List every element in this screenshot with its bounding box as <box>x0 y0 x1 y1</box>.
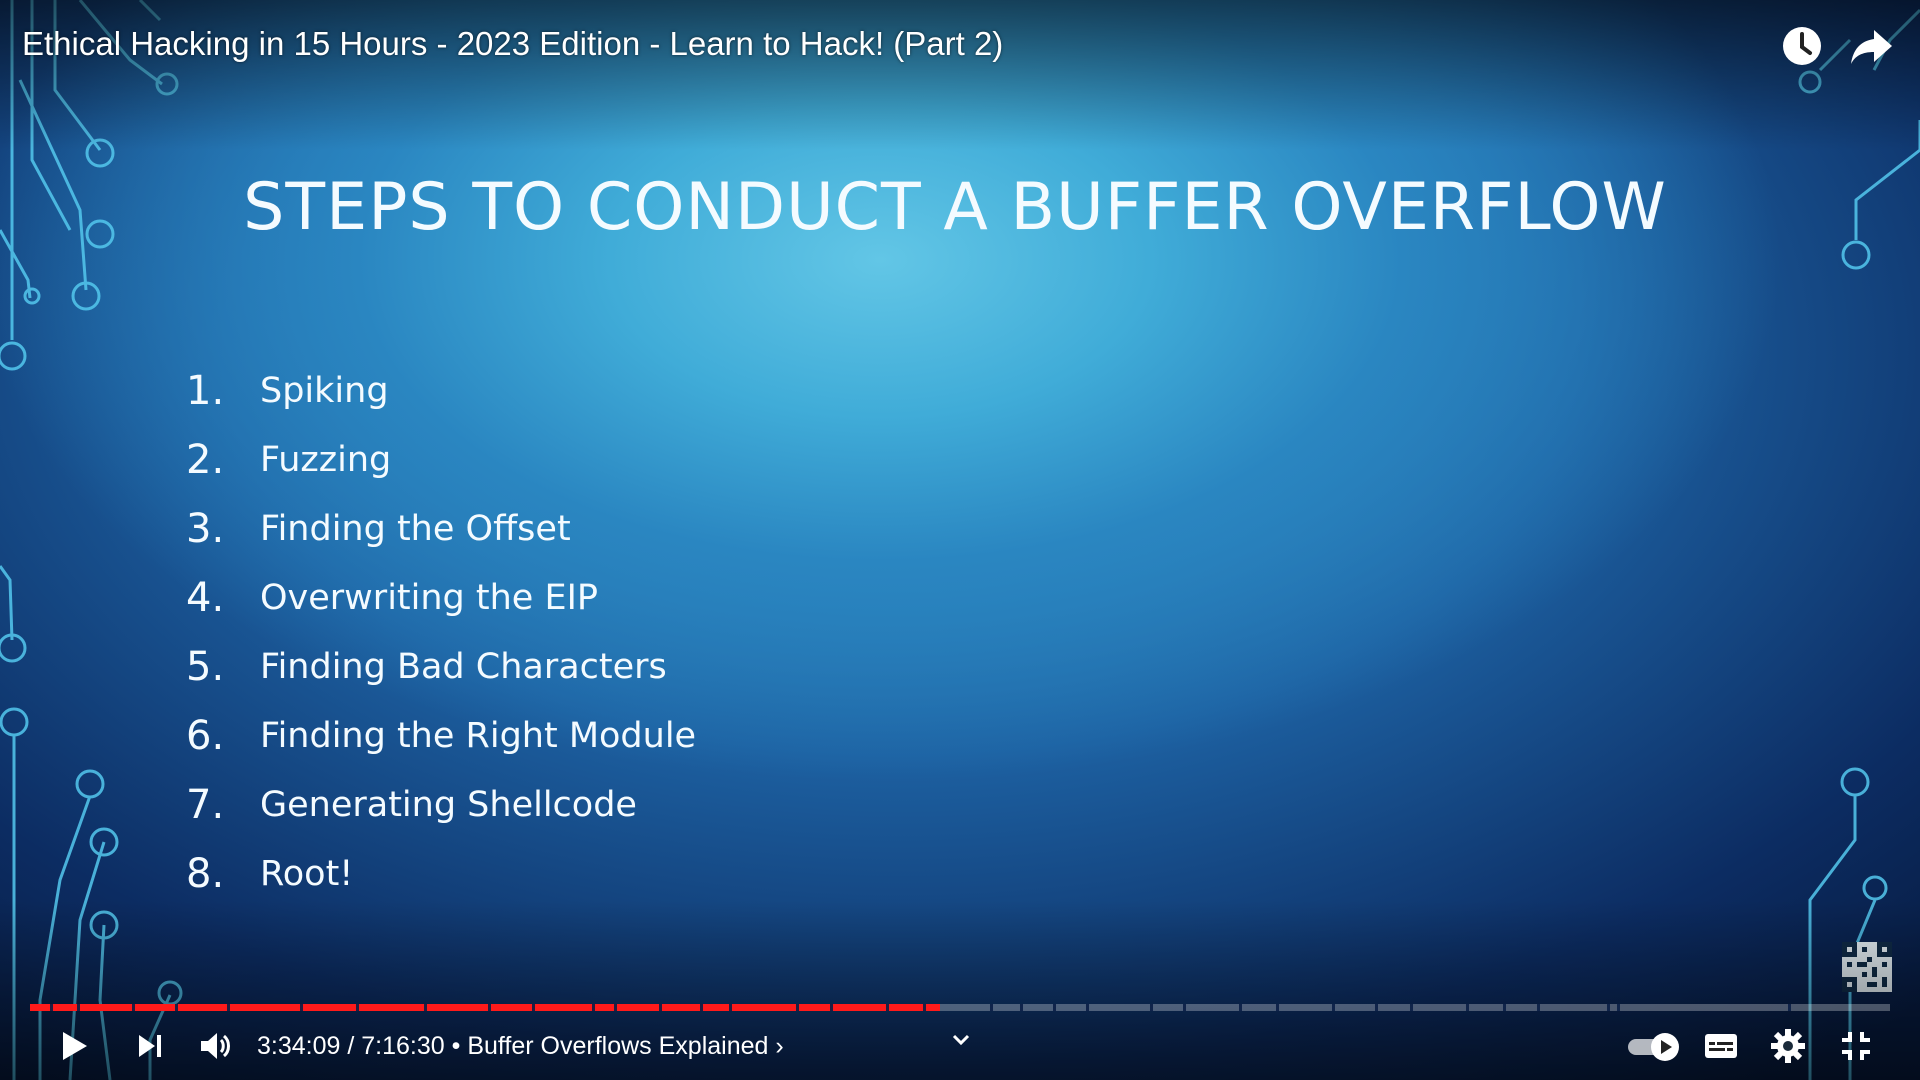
time-and-chapter: 3:34:09 / 7:16:30 • Buffer Overflows Exp… <box>257 1029 784 1063</box>
chapter-marker <box>1374 1004 1378 1011</box>
volume-button[interactable] <box>188 1022 242 1070</box>
step-number: 1. <box>186 367 225 414</box>
step-text: Fuzzing <box>260 439 392 480</box>
chapter-marker <box>796 1004 800 1011</box>
chapter-marker <box>175 1004 179 1011</box>
step-number: 3. <box>186 505 225 552</box>
video-title[interactable]: Ethical Hacking in 15 Hours - 2023 Editi… <box>22 25 1004 62</box>
duration: 7:16:30 <box>361 1032 445 1060</box>
chapter-marker <box>1019 1004 1023 1011</box>
chapter-marker <box>1149 1004 1153 1011</box>
subtitles-button[interactable] <box>1694 1022 1748 1070</box>
step-item: 7. Generating Shellcode <box>186 770 696 839</box>
step-item: 4. Overwriting the EIP <box>186 563 696 632</box>
chapter-marker <box>227 1004 231 1011</box>
play-icon <box>63 1032 87 1060</box>
chapter-marker <box>76 1004 80 1011</box>
exit-fullscreen-icon <box>1842 1032 1870 1060</box>
subtitles-icon <box>1705 1034 1737 1058</box>
chapter-marker <box>1276 1004 1280 1011</box>
current-time: 3:34:09 <box>257 1032 341 1060</box>
chapter-prefix: • <box>444 1032 468 1060</box>
step-number: 4. <box>186 574 225 621</box>
chapter-marker <box>299 1004 303 1011</box>
step-item: 6. Finding the Right Module <box>186 701 696 770</box>
next-button[interactable] <box>123 1022 177 1070</box>
chapter-marker <box>699 1004 703 1011</box>
step-text: Finding Bad Characters <box>260 646 667 687</box>
chapter-title[interactable]: Buffer Overflows Explained › <box>467 1032 783 1060</box>
top-shade <box>0 0 1920 150</box>
chapter-marker <box>1053 1004 1056 1011</box>
chapter-marker <box>487 1004 491 1011</box>
bottom-shade <box>0 900 1920 1080</box>
chevron-right-icon: › <box>775 1032 784 1060</box>
step-text: Root! <box>260 853 354 894</box>
chapter-marker <box>885 1004 889 1011</box>
time-separator: / <box>340 1032 362 1060</box>
chapter-expand-button[interactable] <box>944 1026 978 1056</box>
progress-bar[interactable] <box>30 1004 1890 1011</box>
chapter-marker <box>989 1004 993 1011</box>
chapter-marker <box>1536 1004 1540 1011</box>
chapter-marker <box>132 1004 136 1011</box>
chapter-marker <box>1332 1004 1335 1011</box>
chapter-marker <box>355 1004 359 1011</box>
step-text: Spiking <box>260 370 389 411</box>
step-text: Overwriting the EIP <box>260 577 599 618</box>
settings-button[interactable] <box>1761 1022 1815 1070</box>
chapter-marker <box>424 1004 428 1011</box>
step-item: 1. Spiking <box>186 356 696 425</box>
share-icon <box>1851 30 1892 64</box>
chapter-marker <box>729 1004 733 1011</box>
chevron-down-icon <box>952 1034 970 1046</box>
chapter-marker <box>1616 1004 1620 1011</box>
step-text: Finding the Right Module <box>260 715 697 756</box>
play-button[interactable] <box>46 1022 100 1070</box>
chapter-marker <box>1410 1004 1414 1011</box>
step-item: 3. Finding the Offset <box>186 494 696 563</box>
chapter-marker <box>614 1004 618 1011</box>
steps-list: 1. Spiking 2. Fuzzing 3. Finding the Offset… <box>186 356 696 908</box>
chapter-label: Buffer Overflows Explained <box>467 1032 769 1060</box>
watch-later-button[interactable] <box>1776 20 1828 72</box>
exit-fullscreen-button[interactable] <box>1829 1022 1883 1070</box>
chapter-marker <box>829 1004 833 1011</box>
chapter-marker <box>1183 1004 1187 1011</box>
step-number: 2. <box>186 436 225 483</box>
progress-track <box>30 1004 1890 1011</box>
step-text: Generating Shellcode <box>260 784 637 825</box>
slide-title: STEPS TO CONDUCT A BUFFER OVERFLOW <box>243 170 1667 245</box>
chapter-marker <box>591 1004 595 1011</box>
chapter-marker <box>1787 1004 1791 1011</box>
chapter-marker <box>1465 1004 1469 1011</box>
next-icon <box>139 1035 161 1057</box>
chapter-marker <box>922 1004 926 1011</box>
chapter-marker <box>1607 1004 1611 1011</box>
step-text: Finding the Offset <box>260 508 571 549</box>
chapter-marker <box>1503 1004 1507 1011</box>
step-number: 8. <box>186 850 225 897</box>
share-button[interactable] <box>1846 20 1898 72</box>
chapter-marker <box>1086 1004 1090 1011</box>
chapter-marker <box>658 1004 662 1011</box>
autoplay-toggle-icon <box>1628 1033 1679 1061</box>
step-number: 7. <box>186 781 225 828</box>
step-item: 8. Root! <box>186 839 696 908</box>
settings-icon <box>1771 1029 1805 1063</box>
chapter-marker <box>1239 1004 1242 1011</box>
progress-played <box>30 1004 940 1011</box>
chapter-marker <box>50 1004 54 1011</box>
watch-later-icon <box>1783 27 1821 65</box>
step-number: 6. <box>186 712 225 759</box>
autoplay-toggle[interactable] <box>1624 1022 1688 1070</box>
chapter-marker <box>532 1004 536 1011</box>
step-item: 2. Fuzzing <box>186 425 696 494</box>
step-number: 5. <box>186 643 225 690</box>
volume-icon <box>201 1033 230 1059</box>
step-item: 5. Finding Bad Characters <box>186 632 696 701</box>
